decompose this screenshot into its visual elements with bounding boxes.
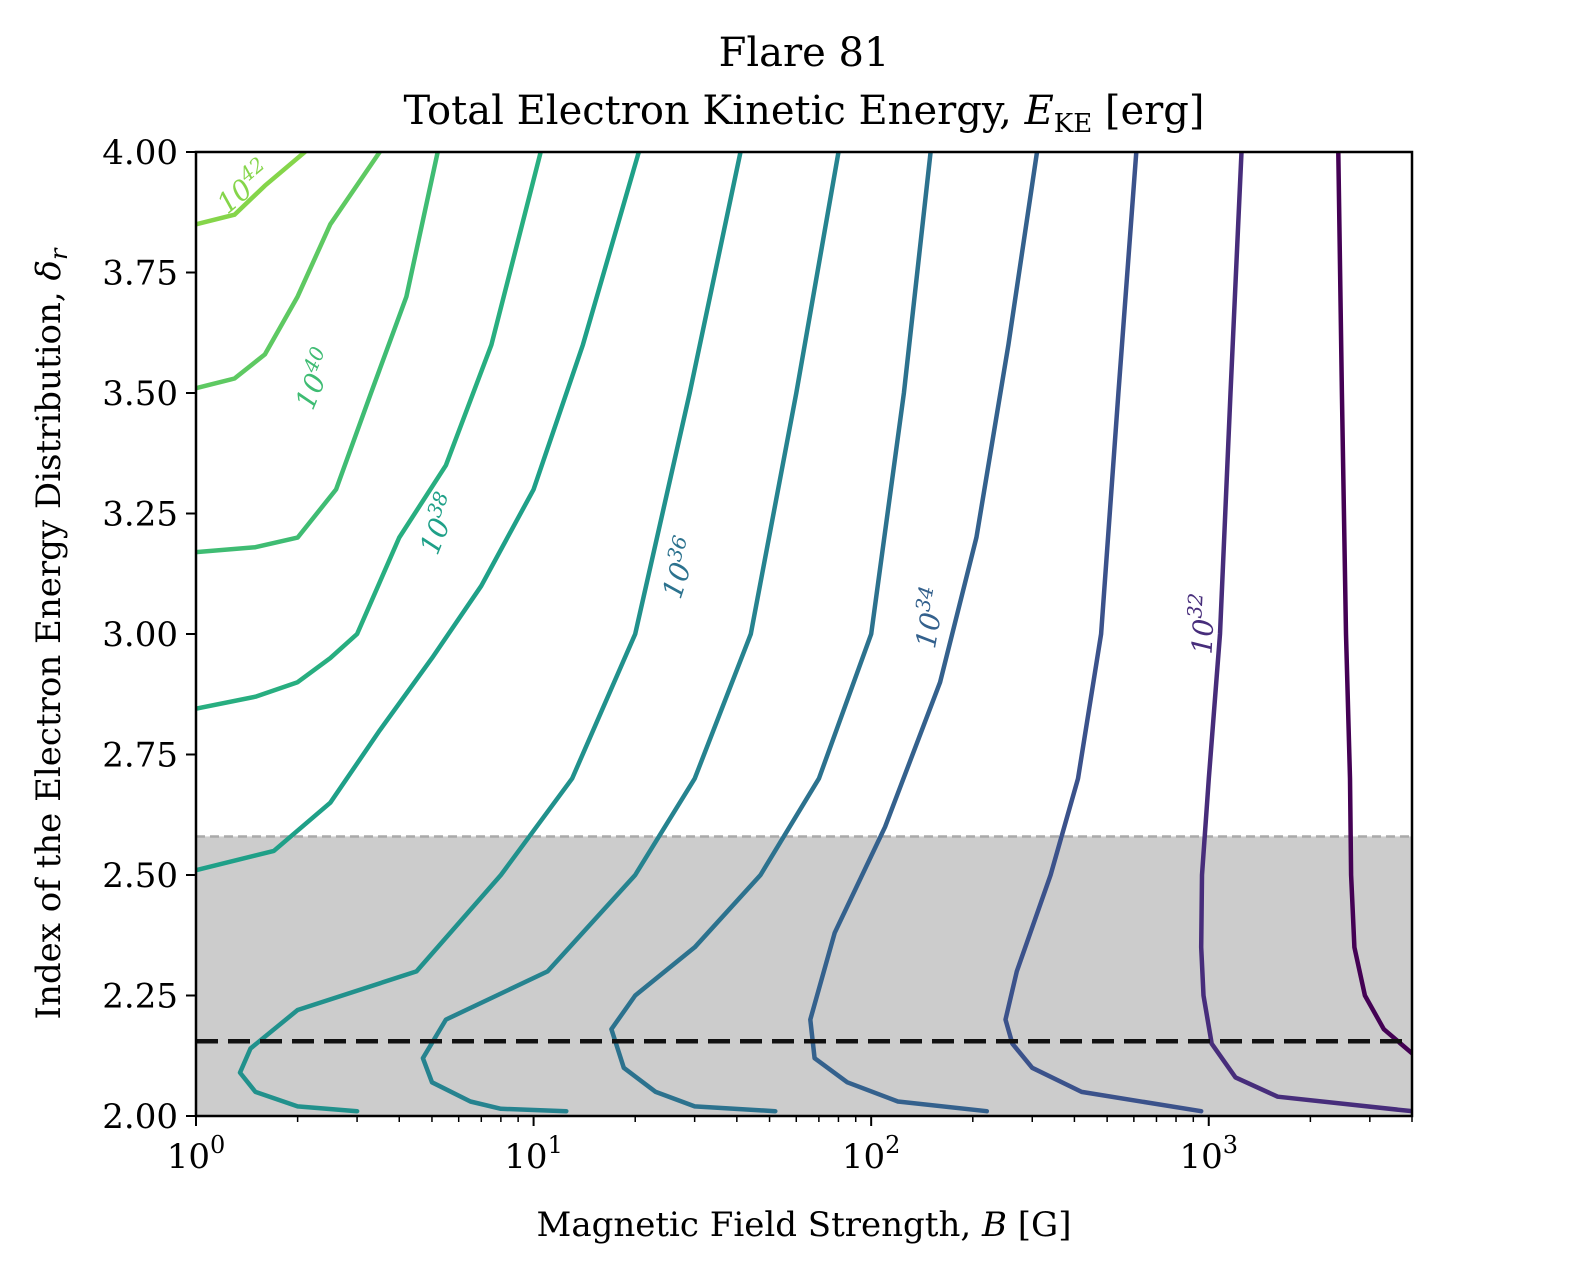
contour-line-1e31 [1336, 152, 1412, 1056]
x-axis-label: Magnetic Field Strength, B [G] [537, 1205, 1072, 1245]
x-tick-label: 101 [504, 1131, 563, 1177]
axis-ticks-layer: 2.00 2.25 2.50 2.75 3.00 3.25 3.50 3.75 4.00 100 1… [102, 133, 1413, 1177]
shaded-region-layer [196, 835, 1412, 1116]
contour-label-32: 1032 [1181, 592, 1222, 655]
chart-title-line1: Flare 81 [719, 30, 890, 76]
contour-label-34: 1034 [904, 584, 952, 651]
chart-title-line2: Total Electron Kinetic Energy, EKE [erg] [403, 88, 1204, 139]
y-tick-label: 3.00 [102, 615, 178, 655]
y-tick-label: 2.00 [102, 1097, 178, 1137]
shaded-region [196, 836, 1412, 1116]
x-tick-label: 100 [167, 1131, 226, 1177]
contour-line-1e36 [420, 152, 841, 1114]
y-tick-label: 3.50 [102, 374, 178, 414]
contour-label-group: 1034 [904, 584, 952, 651]
contour-line-1e38 [196, 152, 642, 873]
y-tick-label: 4.00 [102, 133, 178, 173]
y-tick-label: 2.75 [102, 736, 178, 776]
contour-label-group: 1038 [413, 488, 457, 559]
contour-label-group: 1032 [1181, 592, 1222, 655]
contour-line-1e37 [237, 152, 743, 1114]
contour-label-group: 1040 [289, 343, 333, 414]
y-tick-label: 2.25 [102, 977, 178, 1017]
contour-lines-layer [196, 152, 1412, 1114]
y-axis-label: Index of the Electron Energy Distributio… [29, 247, 73, 1019]
x-tick-label: 102 [842, 1131, 901, 1177]
x-tick-label: 103 [1179, 1131, 1238, 1177]
y-tick-label: 3.25 [102, 495, 178, 535]
y-tick-label: 3.75 [102, 254, 178, 294]
y-tick-label: 2.50 [102, 856, 178, 896]
contour-line-1e42 [196, 152, 308, 227]
contour-line-1e41 [196, 152, 382, 391]
contour-line-1e39 [196, 152, 543, 711]
contour-line-1e32 [1198, 152, 1412, 1114]
contour-line-1e33 [1003, 152, 1204, 1114]
contour-line-1e40 [196, 152, 440, 555]
contour-line-1e34 [808, 152, 1040, 1114]
contour-label-group: 1042 [210, 152, 269, 220]
contour-line-1e35 [609, 152, 933, 1114]
